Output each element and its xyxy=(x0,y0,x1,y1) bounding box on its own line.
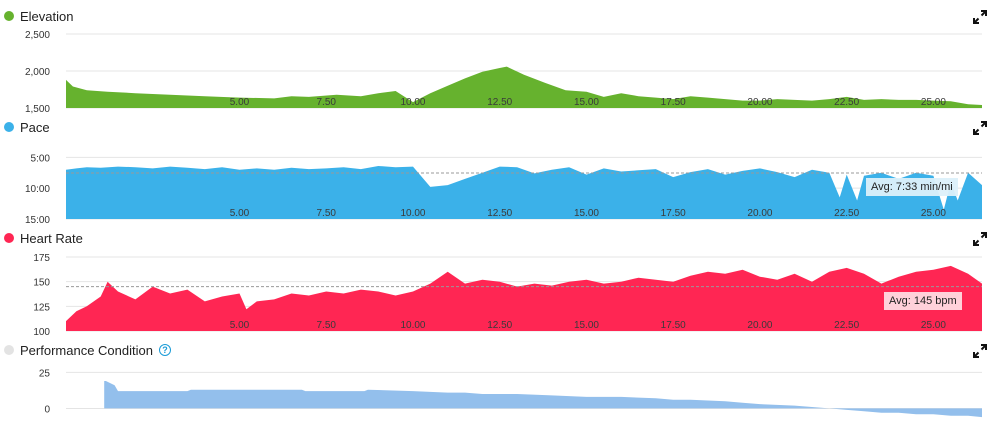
pace-y-tick-label: 5:00 xyxy=(31,153,51,164)
elevation-x-tick-label: 22.50 xyxy=(834,97,859,108)
elevation-y-tick-label: 2,000 xyxy=(25,67,50,78)
pace-x-tick-label: 17.50 xyxy=(661,208,686,219)
elevation-x-tick-label: 17.50 xyxy=(661,97,686,108)
performance-condition-y-tick-label: 25 xyxy=(39,368,51,379)
elevation-x-tick-label: 15.00 xyxy=(574,97,599,108)
elevation-title: Elevation xyxy=(20,8,74,24)
expand-icon[interactable] xyxy=(973,121,987,135)
performance-condition-chart: 25 0 xyxy=(39,368,982,418)
heart-rate-x-tick-label: 17.50 xyxy=(661,320,686,331)
heart-rate-chart: 175 150 125 100 5.00 7.50 10.00 12.50 15.00 17.50… xyxy=(33,253,982,338)
pace-x-tick-label: 7.50 xyxy=(316,208,336,219)
pace-title: Pace xyxy=(20,119,50,135)
pace-legend-dot xyxy=(4,122,14,132)
heart-rate-title: Heart Rate xyxy=(20,230,83,246)
pace-x-tick-label: 10.00 xyxy=(400,208,425,219)
heart-rate-x-tick-label: 5.00 xyxy=(230,320,250,331)
elevation-legend[interactable]: Elevation xyxy=(4,6,73,26)
elevation-x-tick-label: 7.50 xyxy=(316,97,336,108)
heart-rate-y-tick-label: 100 xyxy=(33,327,50,338)
performance-condition-y-tick-label: 0 xyxy=(44,404,50,415)
heart-rate-panel: Heart Rate xyxy=(0,228,995,338)
elevation-x-tick-label: 5.00 xyxy=(230,97,250,108)
elevation-area xyxy=(66,66,982,108)
expand-icon[interactable] xyxy=(973,232,987,246)
performance-condition-legend-dot xyxy=(4,345,14,355)
pace-area xyxy=(66,166,982,219)
pace-chart: 5:00 10:00 15:00 5.00 7.50 10.00 12.50 15.00 17.… xyxy=(25,153,982,226)
pace-x-tick-label: 22.50 xyxy=(834,208,859,219)
heart-rate-y-tick-label: 125 xyxy=(33,302,50,313)
pace-x-tick-label: 15.00 xyxy=(574,208,599,219)
elevation-x-tick-label: 25.00 xyxy=(921,97,946,108)
pace-y-tick-label: 10:00 xyxy=(25,184,50,195)
heart-rate-area xyxy=(66,265,982,331)
heart-rate-legend[interactable]: Heart Rate xyxy=(4,228,83,248)
heart-rate-avg-label: Avg: 145 bpm xyxy=(884,291,962,310)
expand-icon[interactable] xyxy=(973,10,987,24)
heart-rate-x-tick-label: 25.00 xyxy=(921,320,946,331)
heart-rate-x-tick-label: 12.50 xyxy=(487,320,512,331)
elevation-x-tick-label: 12.50 xyxy=(487,97,512,108)
elevation-chart: 2,500 2,000 1,500 5.00 7.50 10.00 12.50 15.00 17… xyxy=(25,30,982,115)
elevation-legend-dot xyxy=(4,11,14,21)
heart-rate-y-tick-label: 175 xyxy=(33,253,50,264)
pace-y-tick-label: 15:00 xyxy=(25,215,50,226)
pace-x-tick-label: 20.00 xyxy=(747,208,772,219)
performance-condition-panel: Performance Condition ? xyxy=(0,340,995,429)
heart-rate-y-tick-label: 150 xyxy=(33,278,50,289)
expand-icon[interactable] xyxy=(973,344,987,358)
pace-avg-label: Avg: 7:33 min/mi xyxy=(866,178,958,197)
performance-condition-area xyxy=(104,381,982,418)
performance-condition-title: Performance Condition xyxy=(20,342,153,358)
pace-legend[interactable]: Pace xyxy=(4,117,50,137)
elevation-y-tick-label: 2,500 xyxy=(25,30,50,41)
elevation-panel: Elevation xyxy=(0,6,995,116)
elevation-x-tick-label: 10.00 xyxy=(400,97,425,108)
heart-rate-x-tick-label: 7.50 xyxy=(316,320,336,331)
heart-rate-x-tick-label: 22.50 xyxy=(834,320,859,331)
pace-x-tick-label: 5.00 xyxy=(230,208,250,219)
performance-condition-legend[interactable]: Performance Condition ? xyxy=(4,340,171,360)
heart-rate-legend-dot xyxy=(4,233,14,243)
elevation-y-tick-label: 1,500 xyxy=(25,104,50,115)
pace-x-tick-label: 12.50 xyxy=(487,208,512,219)
heart-rate-x-tick-label: 20.00 xyxy=(747,320,772,331)
heart-rate-x-tick-label: 15.00 xyxy=(574,320,599,331)
pace-x-tick-label: 25.00 xyxy=(921,208,946,219)
elevation-x-tick-label: 20.00 xyxy=(747,97,772,108)
question-circle-icon[interactable]: ? xyxy=(158,344,171,356)
heart-rate-x-tick-label: 10.00 xyxy=(400,320,425,331)
pace-panel: Pace xyxy=(0,117,995,227)
